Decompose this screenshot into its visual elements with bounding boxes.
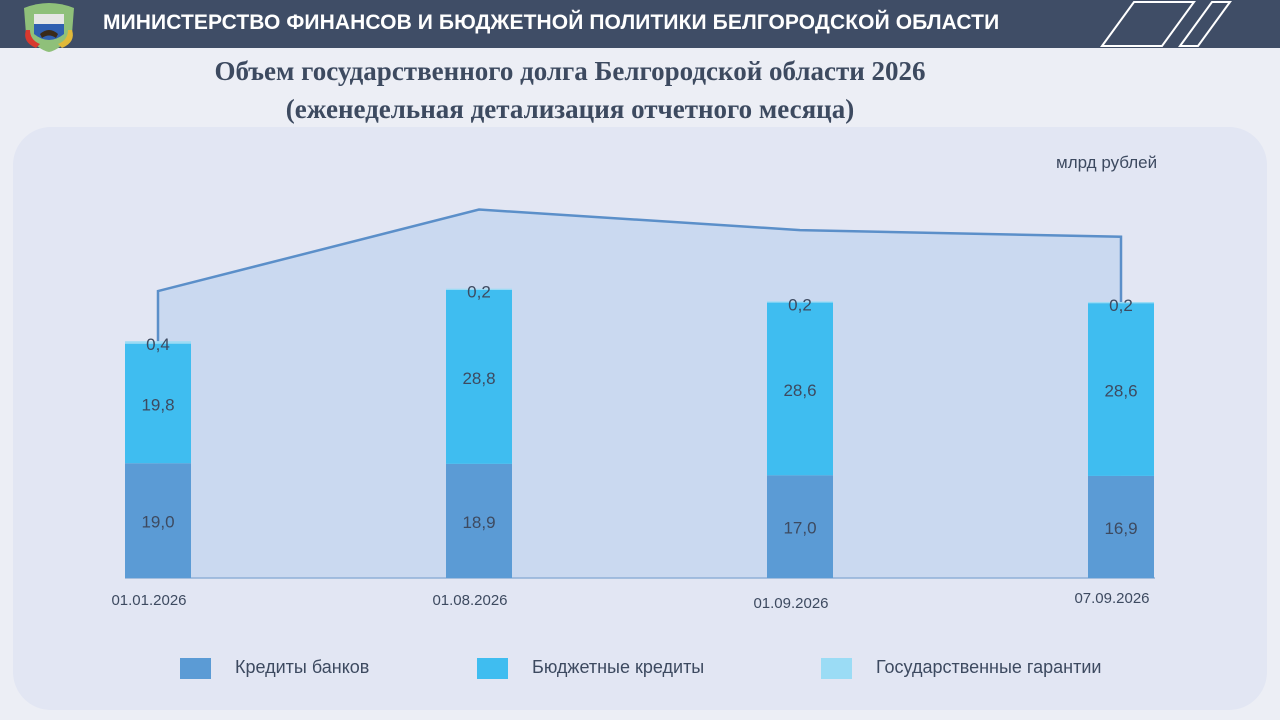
bar-budget-credits-1 [446,289,512,464]
legend-label-guarantees: Государственные гарантии [876,657,1102,677]
bar-budget-credits-0 [125,343,191,464]
header-bar: МИНИСТЕРСТВО ФИНАНСОВ И БЮДЖЕТНОЙ ПОЛИТИ… [0,0,1280,52]
data-label-guarantees-1: 0,2 [467,283,491,302]
bar-guarantees-2 [767,301,833,303]
legend-swatch-budget-credits [477,658,508,679]
data-label-budget-credits-3: 28,6 [1104,382,1137,401]
data-label-guarantees-2: 0,2 [788,295,812,314]
data-label-guarantees-3: 0,2 [1109,296,1133,315]
bar-bank-credits-3 [1088,475,1154,578]
chart-title-line-2: (еженедельная детализация отчетного меся… [285,94,855,124]
bar-guarantees-0 [125,341,191,344]
ministry-title: МИНИСТЕРСТВО ФИНАНСОВ И БЮДЖЕТНОЙ ПОЛИТИ… [103,11,1000,34]
legend-swatch-bank-credits [180,658,211,679]
data-label-budget-credits-0: 19,8 [141,395,174,414]
x-tick-label-2: 01.09.2026 [753,595,828,612]
bar-bank-credits-0 [125,463,191,578]
data-label-bank-credits-3: 16,9 [1104,519,1137,538]
data-label-guarantees-0: 0,4 [146,335,170,354]
bar-budget-credits-3 [1088,303,1154,476]
legend-label-bank-credits: Кредиты банков [235,657,370,677]
x-tick-label-1: 01.08.2026 [432,592,507,609]
chart-title: Объем государственного долга Белгородско… [0,52,1140,128]
data-label-budget-credits-1: 28,8 [462,369,495,388]
bar-guarantees-1 [446,288,512,290]
coat-of-arms-logo [24,3,74,52]
bar-budget-credits-2 [767,302,833,476]
header-decoration-icon [1100,1,1232,47]
chart-title-line-1: Объем государственного долга Белгородско… [214,56,926,86]
x-tick-label-3: 07.09.2026 [1074,590,1149,607]
legend-label-budget-credits: Бюджетные кредиты [532,657,705,677]
bar-guarantees-3 [1088,301,1154,304]
unit-label: млрд рублей [1056,153,1158,172]
data-label-bank-credits-1: 18,9 [462,513,495,532]
legend-swatch-guarantees [821,658,852,679]
x-tick-label-0: 01.01.2026 [111,592,186,609]
bar-bank-credits-2 [767,475,833,578]
bar-bank-credits-1 [446,463,512,578]
data-label-bank-credits-0: 19,0 [141,513,174,532]
data-label-bank-credits-2: 17,0 [783,519,816,538]
total-debt-line [156,208,1123,342]
data-label-budget-credits-2: 28,6 [783,381,816,400]
total-debt-area [158,209,1121,578]
